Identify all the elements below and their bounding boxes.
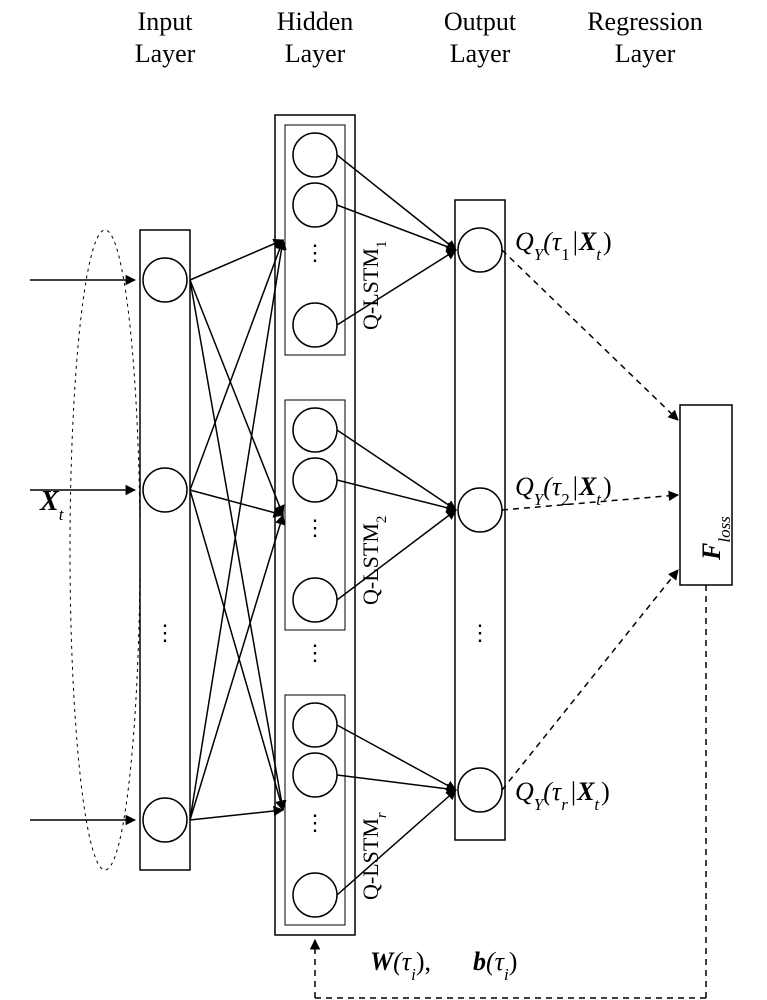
output-label-bottom: Layer [450,39,511,68]
input-ellipse [70,230,140,870]
hidden-dots: ⋮ [304,810,326,835]
input-node [143,258,187,302]
qlstm-label: Q-LSTM2 [358,516,390,605]
bias-label: b(τi) [473,947,517,984]
output-label-top: Output [444,7,517,36]
hidden-dots: ⋮ [304,240,326,265]
hidden-node [293,873,337,917]
input-label-bottom: Layer [135,39,196,68]
hidden-node [293,703,337,747]
input-layer-box [140,230,190,870]
output-q-label: QY(τ2|Xt) [515,472,612,509]
weights-label: W(τi), [370,947,431,984]
output-q-label: QY(τr|Xt) [515,777,610,814]
hidden-node [293,408,337,452]
hidden-node [293,303,337,347]
hidden-node [293,183,337,227]
regression-label-bottom: Layer [615,39,676,68]
output-q-label: QY(τ1|Xt) [515,227,612,264]
output-node [458,488,502,532]
input-node [143,468,187,512]
hidden-dots: ⋮ [304,515,326,540]
output-node [458,228,502,272]
hidden-label-top: Hidden [277,7,354,36]
hidden-node [293,458,337,502]
hidden-node [293,133,337,177]
hidden-node [293,578,337,622]
qlstm-label: Q-LSTMr [358,812,390,900]
qlstm-label: Q-LSTM1 [358,241,390,330]
input-node [143,798,187,842]
hidden-outer-dots: ⋮ [304,640,326,665]
output-node [458,768,502,812]
input-symbol: Xt [39,486,65,524]
hidden-node [293,753,337,797]
input-dots: ⋮ [154,620,176,645]
input-label-top: Input [138,7,194,36]
output-dots: ⋮ [469,620,491,645]
hidden-label-bottom: Layer [285,39,346,68]
regression-label-top: Regression [587,7,703,36]
